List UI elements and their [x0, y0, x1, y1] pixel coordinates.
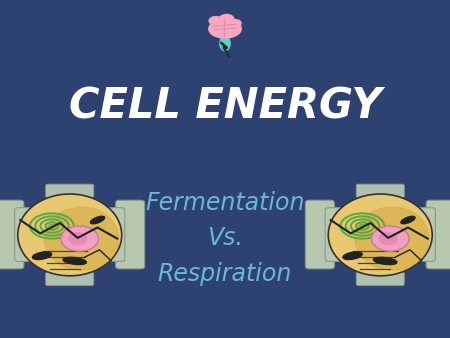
FancyBboxPatch shape	[0, 200, 24, 269]
Ellipse shape	[220, 36, 230, 51]
FancyBboxPatch shape	[116, 200, 144, 269]
Ellipse shape	[49, 224, 55, 228]
FancyBboxPatch shape	[46, 184, 94, 198]
FancyBboxPatch shape	[325, 208, 344, 261]
Polygon shape	[221, 43, 229, 56]
Ellipse shape	[374, 257, 397, 265]
Ellipse shape	[355, 207, 429, 270]
Ellipse shape	[230, 20, 241, 27]
Ellipse shape	[18, 194, 122, 276]
Ellipse shape	[219, 15, 234, 24]
Ellipse shape	[209, 20, 241, 38]
Ellipse shape	[209, 17, 223, 25]
FancyBboxPatch shape	[15, 208, 34, 261]
Ellipse shape	[328, 194, 432, 276]
Text: CELL ENERGY: CELL ENERGY	[69, 86, 381, 127]
Ellipse shape	[379, 233, 397, 245]
FancyBboxPatch shape	[426, 200, 450, 269]
Ellipse shape	[360, 224, 365, 228]
FancyBboxPatch shape	[356, 184, 404, 198]
Ellipse shape	[371, 226, 409, 251]
Ellipse shape	[69, 233, 86, 245]
Ellipse shape	[32, 252, 52, 260]
Ellipse shape	[401, 216, 415, 224]
Ellipse shape	[343, 252, 362, 260]
Ellipse shape	[90, 216, 104, 224]
FancyBboxPatch shape	[306, 200, 334, 269]
Ellipse shape	[63, 257, 86, 265]
Ellipse shape	[45, 207, 119, 270]
Ellipse shape	[61, 226, 99, 251]
Text: Fermentation
Vs.
Respiration: Fermentation Vs. Respiration	[145, 191, 305, 286]
FancyBboxPatch shape	[106, 208, 125, 261]
FancyBboxPatch shape	[356, 272, 404, 286]
FancyBboxPatch shape	[416, 208, 435, 261]
FancyBboxPatch shape	[46, 272, 94, 286]
